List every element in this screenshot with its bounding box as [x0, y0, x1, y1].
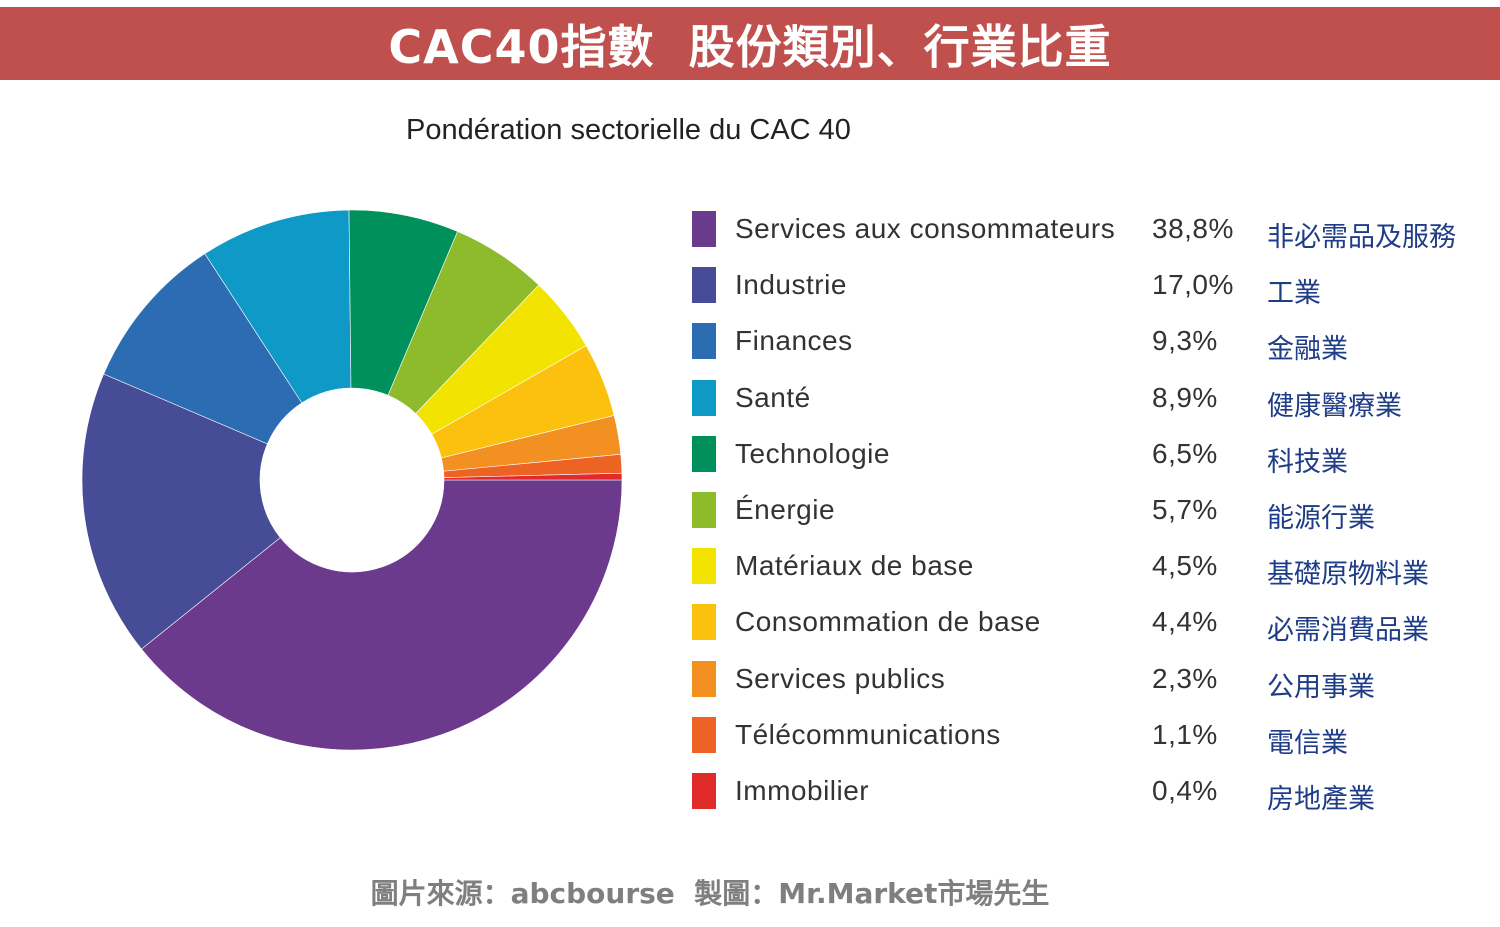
legend-label: Consommation de base — [735, 606, 1041, 638]
legend-value: 5,7% — [1152, 494, 1218, 525]
donut-slice-2 — [81, 373, 281, 650]
legend-item: Télécommunications 1,1% 電信業 — [692, 715, 1492, 759]
legend-value: 2,3% — [1152, 662, 1218, 694]
legend-label: Matériaux de base — [735, 550, 974, 582]
legend-label: Services publics — [735, 662, 946, 694]
legend-swatch — [692, 773, 716, 809]
donut-slice-1 — [141, 479, 623, 751]
legend-swatch — [692, 435, 716, 472]
legend-swatch — [692, 492, 716, 528]
legend-item: Services aux consommateurs 38,8% 非必需品及服務 — [692, 209, 1492, 253]
legend-label: Télécommunications — [735, 718, 1001, 750]
legend-swatch — [692, 604, 716, 641]
legend-chinese-label: 房地產業 — [1267, 784, 1375, 815]
legend-swatch — [692, 548, 716, 585]
donut-slice-3 — [103, 253, 303, 445]
legend-swatch — [692, 716, 716, 753]
source-note: 圖片來源：abcbourse 製圖：Mr.Market市場先生 — [370, 877, 1050, 910]
legend-value: 9,3% — [1152, 325, 1218, 357]
legend-chinese-label: 科技業 — [1267, 446, 1348, 478]
legend-label: Industrie — [735, 269, 847, 301]
legend-chinese-label: 工業 — [1267, 278, 1321, 310]
legend-item: Services publics 2,3% 公用事業 — [692, 659, 1492, 703]
legend-label: Santé — [735, 381, 811, 413]
legend-item: Technologie 6,5% 科技業 — [692, 434, 1492, 478]
legend-swatch — [692, 211, 716, 247]
legend-chinese-label: 金融業 — [1267, 334, 1348, 366]
legend-item: Immobilier 0,4% 房地產業 — [692, 771, 1492, 815]
legend-value: 6,5% — [1152, 437, 1218, 469]
legend-label: Technologie — [735, 437, 890, 469]
legend-value: 1,1% — [1152, 718, 1218, 750]
chart-title: Pondération sectorielle du CAC 40 — [406, 114, 851, 146]
legend-label: Services aux consommateurs — [735, 213, 1116, 244]
legend-chinese-label: 能源行業 — [1267, 503, 1375, 534]
legend-label: Finances — [735, 325, 853, 357]
legend-swatch — [692, 323, 716, 360]
legend-item: Industrie 17,0% 工業 — [692, 265, 1492, 309]
legend-chinese-label: 公用事業 — [1267, 671, 1375, 703]
legend-value: 4,4% — [1152, 606, 1218, 638]
legend-label: Énergie — [735, 494, 836, 525]
legend-item: Finances 9,3% 金融業 — [692, 321, 1492, 365]
legend-value: 38,8% — [1152, 213, 1234, 244]
legend-chinese-label: 非必需品及服務 — [1267, 222, 1456, 253]
legend-value: 4,5% — [1152, 550, 1218, 582]
legend-item: Consommation de base 4,4% 必需消費品業 — [692, 602, 1492, 646]
legend-label: Immobilier — [735, 775, 870, 806]
legend-chinese-label: 電信業 — [1267, 727, 1348, 759]
legend-swatch — [692, 660, 716, 697]
header-banner: CAC40指數 股份類別、行業比重 — [0, 7, 1500, 80]
legend-swatch — [692, 379, 716, 416]
legend-swatch — [692, 267, 716, 304]
legend-chinese-label: 必需消費品業 — [1267, 615, 1429, 647]
legend-chinese-label: 基礎原物料業 — [1267, 559, 1429, 591]
banner-title: CAC40指數 股份類別、行業比重 — [388, 19, 1112, 74]
donut-slice-4 — [204, 209, 352, 404]
donut-slice-11 — [443, 472, 623, 481]
legend-chinese-label: 健康醫療業 — [1267, 390, 1402, 422]
legend-value: 8,9% — [1152, 381, 1218, 413]
legend-item: Énergie 5,7% 能源行業 — [692, 490, 1492, 534]
legend-value: 0,4% — [1152, 775, 1218, 806]
legend-item: Santé 8,9% 健康醫療業 — [692, 378, 1492, 422]
legend-value: 17,0% — [1152, 269, 1234, 301]
legend-item: Matériaux de base 4,5% 基礎原物料業 — [692, 546, 1492, 590]
